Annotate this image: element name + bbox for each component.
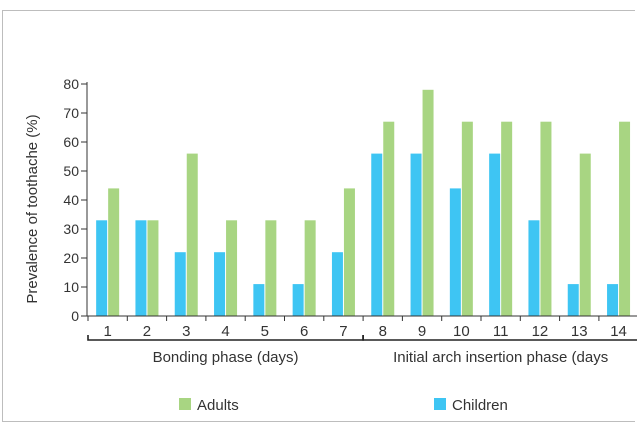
x-tick-label: 8	[379, 323, 387, 340]
bar-adults-3	[186, 153, 198, 316]
bar-adults-2	[147, 220, 159, 316]
x-tick-label: 9	[418, 323, 426, 340]
x-tick-label: 3	[182, 323, 190, 340]
bar-adults-6	[304, 220, 316, 316]
y-tick-label: 60	[63, 134, 79, 150]
x-tick-label: 7	[339, 323, 347, 340]
x-tick-label: 10	[453, 323, 470, 340]
bar-children-5	[253, 284, 265, 316]
x-tick-label: 2	[143, 323, 151, 340]
bar-children-3	[174, 252, 186, 316]
legend-swatch-adults	[179, 398, 191, 410]
bar-adults-13	[579, 153, 591, 316]
bar-adults-7	[343, 188, 355, 316]
bar-adults-10	[461, 121, 473, 316]
bar-children-13	[567, 284, 579, 316]
y-tick-label: 20	[63, 250, 79, 266]
bar-children-12	[528, 220, 540, 316]
legend-label-children: Children	[452, 397, 508, 414]
bar-children-1	[96, 220, 108, 316]
x-tick-label: 1	[103, 323, 111, 340]
x-tick-label: 13	[571, 323, 588, 340]
bar-children-14	[607, 284, 619, 316]
y-tick-label: 30	[63, 221, 79, 237]
x-axis: 1 2 3 4 5 6 7 8 9 10 11 12 13 14	[87, 315, 637, 340]
bar-adults-12	[540, 121, 552, 316]
bar-adults-11	[501, 121, 513, 316]
x-tick-label: 6	[300, 323, 308, 340]
y-tick-label: 10	[63, 279, 79, 295]
y-tick-label: 0	[71, 308, 79, 324]
x-tick-label: 5	[261, 323, 269, 340]
bar-children-11	[489, 153, 501, 316]
y-tick-label: 50	[63, 163, 79, 179]
bar-adults-14	[619, 121, 631, 316]
y-tick-label: 80	[63, 76, 79, 92]
phase-bracket	[362, 335, 637, 341]
bar-adults-5	[265, 220, 277, 316]
x-tick-label: 14	[610, 323, 627, 340]
y-tick-label: 40	[63, 192, 79, 208]
bar-children-8	[371, 153, 383, 316]
bar-children-7	[331, 252, 343, 316]
y-axis-label: Prevalence of toothache (%)	[24, 114, 41, 303]
legend: Adults Children	[179, 397, 508, 414]
bar-adults-8	[383, 121, 395, 316]
phase-label: Bonding phase (days)	[153, 349, 299, 366]
x-tick-label: 12	[532, 323, 549, 340]
phase-label: Initial arch insertion phase (days	[393, 349, 608, 366]
bar-children-2	[135, 220, 147, 316]
bar-adults-4	[226, 220, 238, 316]
legend-label-adults: Adults	[197, 397, 239, 414]
bars	[96, 89, 631, 316]
bar-children-9	[410, 153, 422, 316]
phase-brackets: Bonding phase (days) Initial arch inserti…	[87, 335, 637, 366]
bar-children-4	[214, 252, 226, 316]
bar-adults-1	[108, 188, 120, 316]
bar-children-6	[292, 284, 304, 316]
x-tick-label: 4	[221, 323, 229, 340]
legend-swatch-children	[434, 398, 446, 410]
bar-children-10	[449, 188, 461, 316]
y-tick-label: 70	[63, 105, 79, 121]
chart-frame: 0 10 20 30 40 50 60 70 80 1 2 3 4 5 6 7 8 9 10 11 12 13 14 Pr…	[2, 10, 637, 422]
y-axis: 0 10 20 30 40 50 60 70 80	[63, 76, 88, 324]
bar-adults-9	[422, 89, 434, 316]
x-tick-label: 11	[493, 323, 509, 340]
